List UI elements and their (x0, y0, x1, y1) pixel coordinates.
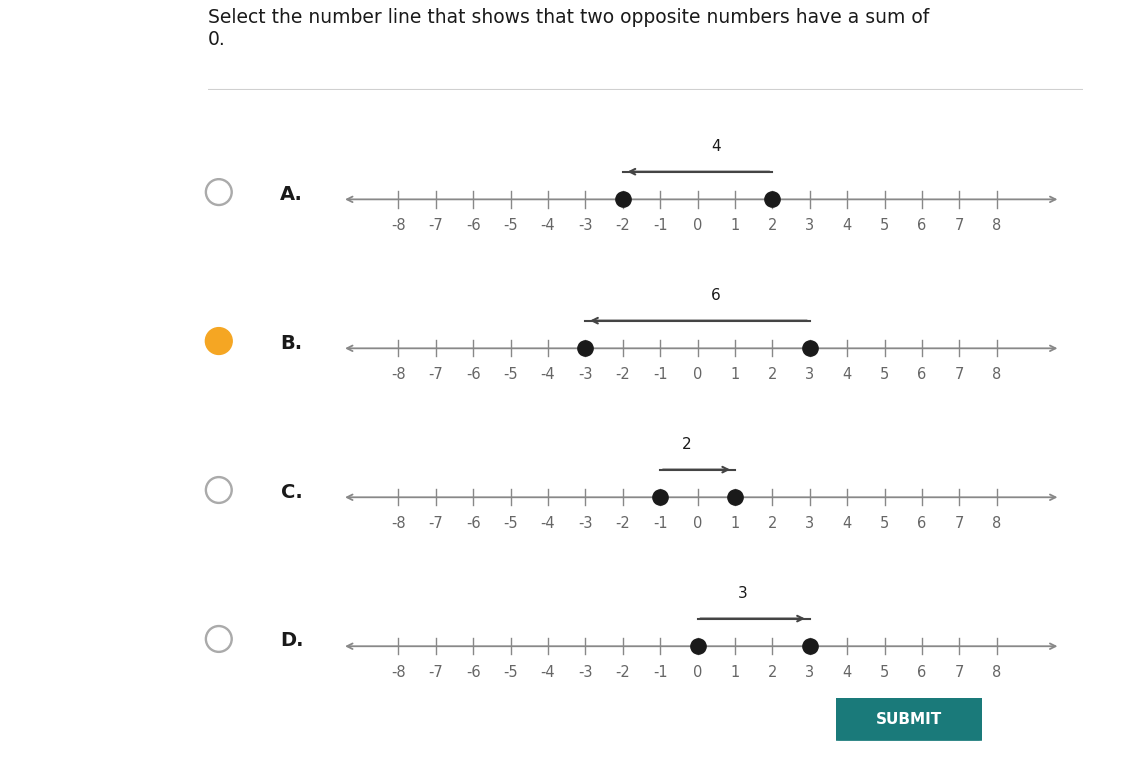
Text: 6: 6 (918, 516, 927, 532)
Circle shape (208, 479, 230, 501)
Text: -3: -3 (578, 218, 592, 234)
Circle shape (210, 332, 228, 350)
Text: D.: D. (280, 631, 303, 651)
Text: -6: -6 (466, 367, 480, 383)
Text: 5: 5 (880, 516, 889, 532)
Text: 1: 1 (730, 665, 739, 681)
Text: 2: 2 (681, 437, 691, 452)
Text: 2: 2 (767, 665, 778, 681)
Text: 1: 1 (730, 516, 739, 532)
Text: -2: -2 (615, 367, 631, 383)
Text: 0: 0 (692, 665, 702, 681)
Text: 6: 6 (711, 289, 721, 303)
Text: 3: 3 (737, 586, 747, 601)
Text: 2: 2 (767, 367, 778, 383)
Text: 7: 7 (955, 218, 964, 234)
Text: 6: 6 (918, 218, 927, 234)
Text: -3: -3 (578, 367, 592, 383)
Text: -2: -2 (615, 218, 631, 234)
Text: 4: 4 (843, 665, 852, 681)
Text: 5: 5 (880, 665, 889, 681)
Circle shape (205, 179, 232, 205)
Text: 8: 8 (992, 218, 1001, 234)
Text: -8: -8 (390, 218, 406, 234)
Text: -4: -4 (541, 665, 555, 681)
FancyBboxPatch shape (831, 698, 986, 741)
Text: -7: -7 (429, 367, 443, 383)
Text: -5: -5 (503, 665, 518, 681)
Text: 8: 8 (992, 665, 1001, 681)
Text: 4: 4 (843, 367, 852, 383)
Text: 1: 1 (730, 218, 739, 234)
Text: -8: -8 (390, 665, 406, 681)
Circle shape (205, 626, 232, 652)
Text: 0: 0 (692, 218, 702, 234)
Text: Select the number line that shows that two opposite numbers have a sum of
0.: Select the number line that shows that t… (208, 8, 929, 49)
Text: B.: B. (280, 333, 303, 353)
Text: 7: 7 (955, 516, 964, 532)
Text: 1: 1 (730, 367, 739, 383)
Text: 3: 3 (806, 367, 815, 383)
Text: -1: -1 (653, 218, 668, 234)
Circle shape (205, 477, 232, 503)
Text: A.: A. (280, 184, 303, 204)
Text: 2: 2 (767, 218, 778, 234)
Text: 5: 5 (880, 367, 889, 383)
Text: 3: 3 (806, 218, 815, 234)
Text: C.: C. (280, 482, 303, 502)
Text: 3: 3 (806, 665, 815, 681)
Text: 8: 8 (992, 516, 1001, 532)
Text: 5: 5 (880, 218, 889, 234)
Text: -7: -7 (429, 516, 443, 532)
Text: -2: -2 (615, 516, 631, 532)
Text: -5: -5 (503, 367, 518, 383)
Text: -8: -8 (390, 367, 406, 383)
Text: -2: -2 (615, 665, 631, 681)
Text: -7: -7 (429, 218, 443, 234)
Circle shape (213, 336, 224, 347)
Circle shape (208, 628, 230, 650)
Text: 3: 3 (806, 516, 815, 532)
Text: -8: -8 (390, 516, 406, 532)
Text: -4: -4 (541, 367, 555, 383)
Text: 0: 0 (692, 367, 702, 383)
Circle shape (208, 181, 230, 203)
Text: -5: -5 (503, 218, 518, 234)
Text: 6: 6 (918, 665, 927, 681)
Text: -6: -6 (466, 218, 480, 234)
Text: -7: -7 (429, 665, 443, 681)
Text: 0: 0 (692, 516, 702, 532)
Text: 4: 4 (843, 516, 852, 532)
Text: SUBMIT: SUBMIT (875, 712, 942, 727)
Text: -3: -3 (578, 516, 592, 532)
Text: 7: 7 (955, 665, 964, 681)
Text: -5: -5 (503, 516, 518, 532)
Text: 6: 6 (918, 367, 927, 383)
Circle shape (205, 328, 232, 354)
Text: -1: -1 (653, 665, 668, 681)
Text: -3: -3 (578, 665, 592, 681)
Text: -6: -6 (466, 665, 480, 681)
Text: 7: 7 (955, 367, 964, 383)
Text: -4: -4 (541, 218, 555, 234)
Text: 4: 4 (843, 218, 852, 234)
Text: 8: 8 (992, 367, 1001, 383)
Text: -1: -1 (653, 516, 668, 532)
Text: 2: 2 (767, 516, 778, 532)
Text: -6: -6 (466, 516, 480, 532)
Text: -1: -1 (653, 367, 668, 383)
Text: 4: 4 (711, 140, 721, 154)
Text: -4: -4 (541, 516, 555, 532)
